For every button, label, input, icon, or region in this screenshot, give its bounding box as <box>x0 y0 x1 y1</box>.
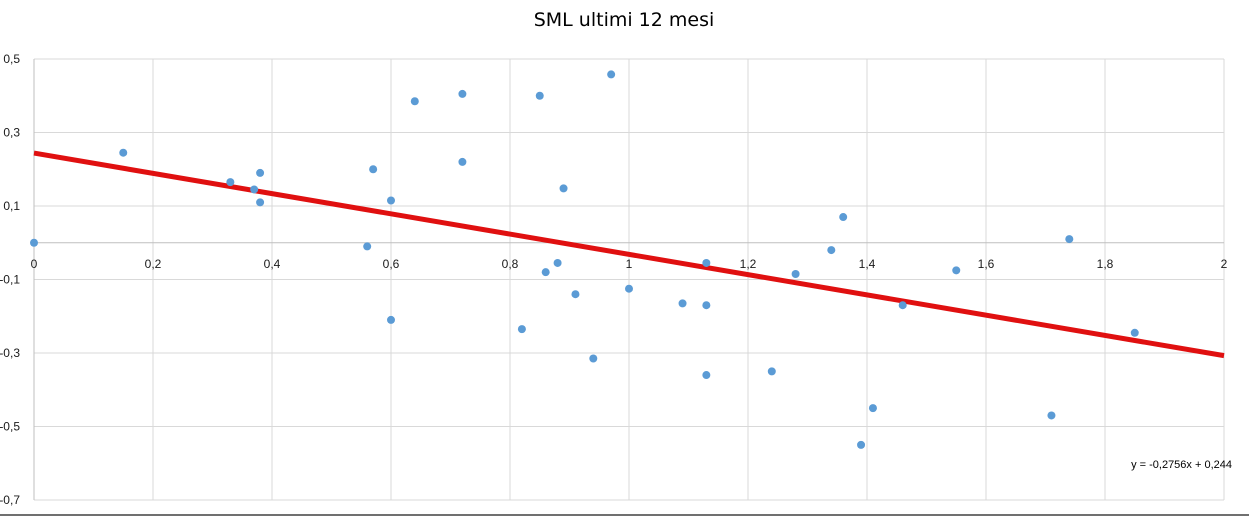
data-point <box>458 157 467 166</box>
x-tick-label: 1,2 <box>740 257 757 271</box>
data-point <box>369 165 378 174</box>
y-tick-label: 0,3 <box>3 126 20 140</box>
data-point <box>30 238 38 247</box>
data-point <box>678 299 687 308</box>
x-tick-label: 1,6 <box>978 257 995 271</box>
y-tick-label: 0,5 <box>3 52 20 66</box>
x-tick-label: 1 <box>626 257 633 271</box>
data-point <box>702 258 711 267</box>
data-point <box>702 301 711 310</box>
data-point <box>250 185 259 194</box>
data-point <box>607 70 616 79</box>
data-point <box>791 269 800 278</box>
data-point <box>1047 411 1056 420</box>
data-point <box>387 315 395 324</box>
data-point <box>559 184 568 193</box>
data-point <box>625 284 633 293</box>
data-points <box>30 70 1139 449</box>
data-point <box>767 367 776 376</box>
data-point <box>363 242 372 251</box>
y-tick-label: -0,7 <box>0 493 20 507</box>
data-point <box>857 440 866 449</box>
trendline <box>33 150 1225 359</box>
chart-title: SML ultimi 12 mesi <box>534 9 715 31</box>
x-axis-tick-labels: 0 0,2 0,4 0,6 0,8 1 1,2 1,4 1,6 1,8 2 <box>31 257 1228 271</box>
x-tick-label: 1,8 <box>1097 257 1114 271</box>
data-point <box>1130 328 1139 337</box>
x-tick-label: 0,4 <box>264 257 281 271</box>
data-point <box>256 198 265 207</box>
data-point <box>458 89 467 98</box>
data-point <box>226 178 235 187</box>
data-point <box>541 268 550 277</box>
y-tick-label: -0,1 <box>0 273 20 287</box>
x-tick-label: 0,8 <box>502 257 519 271</box>
y-axis-tick-labels: 0,5 0,3 0,1 -0,1 -0,3 -0,5 -0,7 <box>0 52 20 507</box>
y-tick-label: -0,3 <box>0 346 20 360</box>
x-tick-label: 2 <box>1221 257 1228 271</box>
y-tick-label: 0,1 <box>3 199 20 213</box>
trendline-equation: y = -0,2756x + 0,244 <box>1131 459 1232 471</box>
data-point <box>839 213 848 222</box>
data-point <box>410 97 419 106</box>
data-point <box>119 148 128 157</box>
x-tick-label: 0,2 <box>145 257 162 271</box>
data-point <box>256 168 265 177</box>
data-point <box>571 290 580 299</box>
data-point <box>1065 235 1074 244</box>
data-point <box>387 196 395 205</box>
data-point <box>952 266 961 275</box>
data-point <box>868 404 877 413</box>
x-tick-label: 0,6 <box>383 257 400 271</box>
data-point <box>898 301 907 310</box>
gridlines <box>0 58 1249 516</box>
data-point <box>517 325 526 334</box>
data-point <box>589 354 598 363</box>
y-tick-label: -0,5 <box>0 420 20 434</box>
x-tick-label: 1,4 <box>859 257 876 271</box>
data-point <box>535 91 544 100</box>
data-point <box>702 371 711 380</box>
x-tick-label: 0 <box>31 257 38 271</box>
data-point <box>827 246 836 255</box>
data-point <box>553 258 562 267</box>
